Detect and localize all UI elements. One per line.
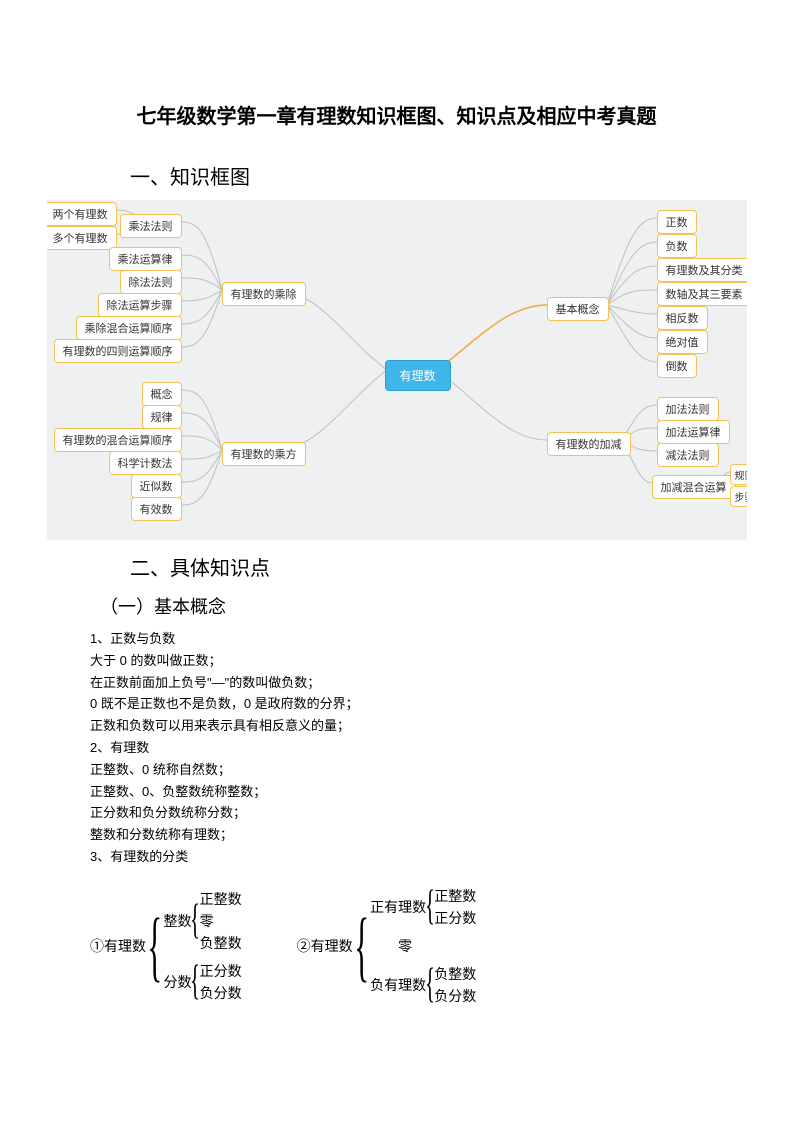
node-power-2: 有理数的混合运算顺序 <box>54 428 182 452</box>
k1-l2: 在正数前面加上负号"—"的数叫做负数； <box>90 673 703 694</box>
node-basic-concept: 基本概念 <box>547 297 609 321</box>
c1-b: 分数 <box>163 972 191 992</box>
k1-l1: 大于 0 的数叫做正数； <box>90 651 703 672</box>
c1-a-2: 负整数 <box>200 933 242 953</box>
node-muldiv-3: 乘除混合运算顺序 <box>76 316 182 340</box>
classify-2-label: ②有理数 <box>297 936 353 956</box>
c1-a: 整数 <box>163 911 191 931</box>
node-muldiv-4: 有理数的四则运算顺序 <box>54 339 182 363</box>
node-basic-2: 有理数及其分类 <box>657 258 747 282</box>
c1-b-1: 负分数 <box>200 983 242 1003</box>
k2-l3: 正分数和负分数统称分数； <box>90 803 703 824</box>
c1-a-0: 正整数 <box>200 889 242 909</box>
classification-row: ①有理数 { 整数 { 正整数 零 负整数 分数 { 正分数 负分数 <box>0 886 793 1006</box>
page-title: 七年级数学第一章有理数知识框图、知识点及相应中考真题 <box>0 0 793 149</box>
k1-l3: 0 既不是正数也不是负数，0 是政府数的分界； <box>90 694 703 715</box>
c2-b-1: 负分数 <box>434 986 476 1006</box>
c2-zero: 零 <box>398 936 412 956</box>
c1-a-1: 零 <box>200 911 242 931</box>
section-2-heading: 二、具体知识点 <box>0 552 793 581</box>
node-addsub-0: 加法法则 <box>657 397 719 421</box>
node-addsub-mix-1: 步骤 <box>730 486 747 507</box>
node-addsub-2: 减法法则 <box>657 443 719 467</box>
c2-a-0: 正整数 <box>434 886 476 906</box>
node-basic-6: 倒数 <box>657 354 697 378</box>
node-muldiv-2: 除法运算步骤 <box>98 293 182 317</box>
brace-icon: { <box>354 911 369 981</box>
node-addsub-mix-0: 规则 <box>730 464 747 485</box>
k2-l1: 正整数、0 统称自然数； <box>90 760 703 781</box>
node-addsub-1: 加法运算律 <box>657 420 730 444</box>
node-basic-4: 相反数 <box>657 306 708 330</box>
node-basic-5: 绝对值 <box>657 330 708 354</box>
node-power-4: 近似数 <box>131 474 182 498</box>
k1-l4: 正数和负数可以用来表示具有相反意义的量； <box>90 716 703 737</box>
node-addsub: 有理数的加减 <box>547 432 631 456</box>
brace-icon: { <box>425 888 435 926</box>
c2-a: 正有理数 <box>370 897 426 917</box>
section-1-heading: 一、知识框图 <box>0 161 793 190</box>
brace-icon: { <box>190 963 200 1001</box>
node-basic-1: 负数 <box>657 234 697 258</box>
c2-a-1: 正分数 <box>434 908 476 928</box>
c1-b-0: 正分数 <box>200 961 242 981</box>
classify-1: ①有理数 { 整数 { 正整数 零 负整数 分数 { 正分数 负分数 <box>90 889 242 1003</box>
node-muldiv: 有理数的乘除 <box>222 282 306 306</box>
classify-2: ②有理数 { 正有理数 { 正整数 正分数 零 负有理数 { 负整数 负分数 <box>297 886 477 1006</box>
c2-b-0: 负整数 <box>434 964 476 984</box>
node-power-3: 科学计数法 <box>109 451 182 475</box>
mindmap-diagram: 有理数 基本概念 正数 负数 有理数及其分类 数轴及其三要素 相反数 绝对值 倒… <box>47 200 747 540</box>
node-power-5: 有效数 <box>131 497 182 521</box>
k2-title: 2、有理数 <box>90 738 703 759</box>
k1-title: 1、正数与负数 <box>90 629 703 650</box>
node-addsub-mix: 加减混合运算 <box>652 475 736 499</box>
subsection-1-heading: （一）基本概念 <box>0 593 793 619</box>
node-power: 有理数的乘方 <box>222 442 306 466</box>
brace-icon: { <box>147 911 162 981</box>
node-muldiv-1: 除法法则 <box>120 270 182 294</box>
knowledge-body: 1、正数与负数 大于 0 的数叫做正数； 在正数前面加上负号"—"的数叫做负数；… <box>0 629 793 868</box>
brace-icon: { <box>190 902 200 940</box>
k2-l2: 正整数、0、负整数统称整数； <box>90 782 703 803</box>
node-muldiv-rule-1: 多个有理数 <box>47 226 117 250</box>
node-power-0: 概念 <box>142 382 182 406</box>
node-power-1: 规律 <box>142 405 182 429</box>
node-basic-3: 数轴及其三要素 <box>657 282 747 306</box>
c2-b: 负有理数 <box>370 975 426 995</box>
node-muldiv-0: 乘法运算律 <box>109 247 182 271</box>
k2-l4: 整数和分数统称有理数； <box>90 825 703 846</box>
k3-title: 3、有理数的分类 <box>90 847 703 868</box>
node-basic-0: 正数 <box>657 210 697 234</box>
node-muldiv-rule: 乘法法则 <box>120 214 182 238</box>
node-muldiv-rule-0: 两个有理数 <box>47 202 117 226</box>
mindmap-center-node: 有理数 <box>385 360 451 391</box>
classify-1-label: ①有理数 <box>90 936 146 956</box>
brace-icon: { <box>425 966 435 1004</box>
